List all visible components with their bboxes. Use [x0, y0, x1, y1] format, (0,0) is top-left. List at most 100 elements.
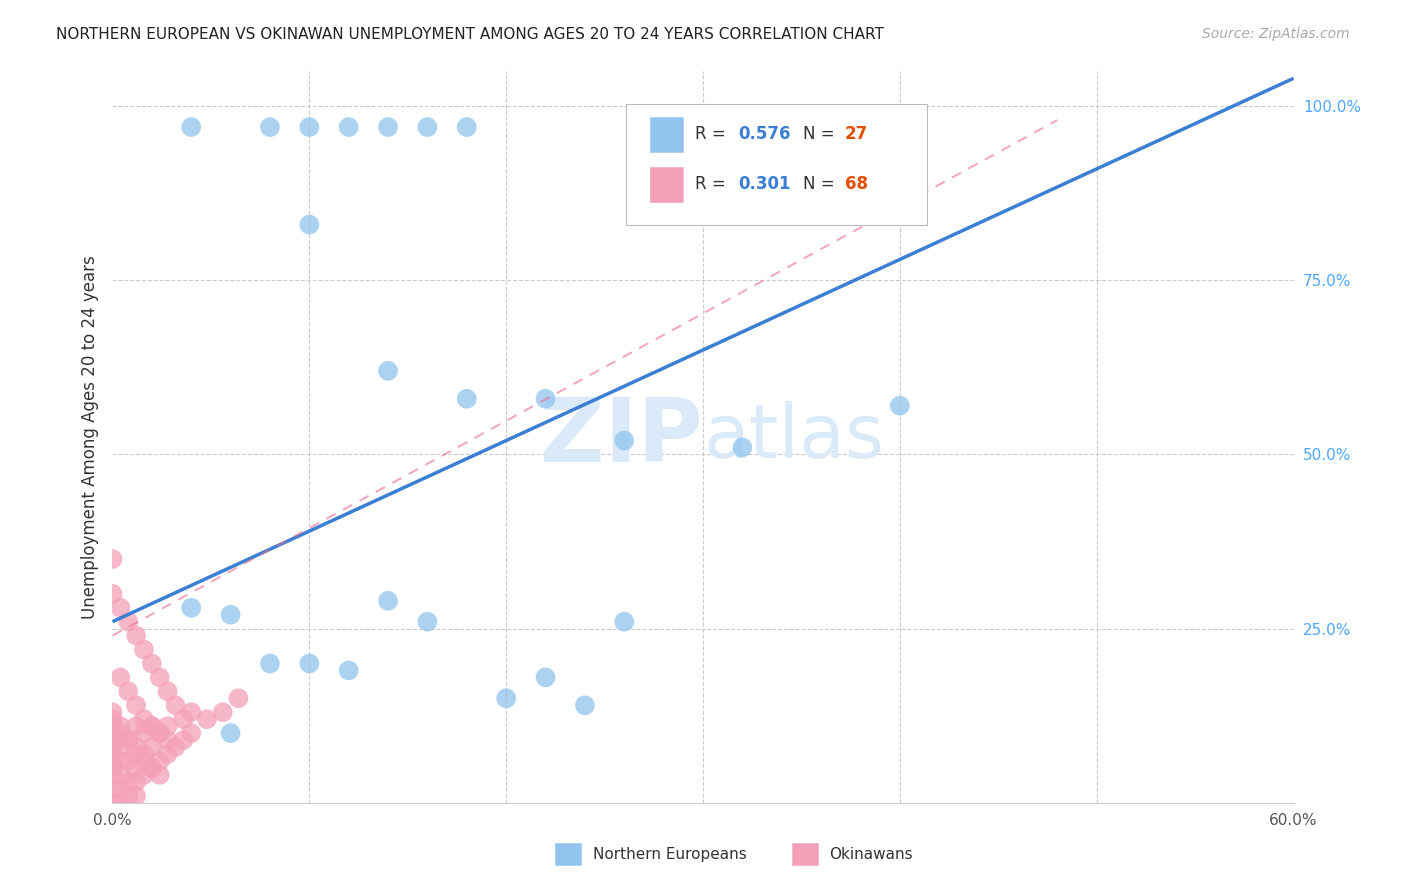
Point [228, 691, 250, 706]
Point [110, 600, 132, 615]
Point [132, 642, 155, 657]
Point [180, 120, 202, 134]
Point [731, 441, 754, 455]
Point [211, 705, 233, 719]
Text: 0.301: 0.301 [738, 175, 792, 194]
Point [141, 719, 163, 733]
Point [101, 587, 124, 601]
Point [117, 615, 139, 629]
Point [101, 705, 124, 719]
FancyBboxPatch shape [650, 167, 683, 202]
Text: atlas: atlas [703, 401, 884, 474]
Point [101, 719, 124, 733]
Point [298, 657, 321, 671]
Point [377, 594, 399, 608]
Point [613, 434, 636, 448]
Point [141, 761, 163, 775]
Point [141, 761, 163, 775]
Point [110, 768, 132, 782]
Text: NORTHERN EUROPEAN VS OKINAWAN UNEMPLOYMENT AMONG AGES 20 TO 24 YEARS CORRELATION: NORTHERN EUROPEAN VS OKINAWAN UNEMPLOYME… [56, 27, 884, 42]
Point [110, 754, 132, 768]
Point [180, 726, 202, 740]
Point [141, 740, 163, 755]
Text: 27: 27 [845, 126, 868, 144]
Point [180, 600, 202, 615]
Point [534, 670, 557, 684]
Point [219, 726, 242, 740]
Text: N =: N = [803, 175, 841, 194]
Point [574, 698, 596, 713]
Point [377, 364, 399, 378]
Point [101, 733, 124, 747]
Point [165, 740, 187, 755]
Point [613, 615, 636, 629]
Text: Source: ZipAtlas.com: Source: ZipAtlas.com [1202, 27, 1350, 41]
Point [132, 754, 155, 768]
Point [125, 775, 148, 789]
Text: Northern Europeans: Northern Europeans [593, 847, 747, 862]
FancyBboxPatch shape [792, 843, 817, 865]
Point [889, 399, 911, 413]
Point [149, 670, 172, 684]
Point [125, 761, 148, 775]
Point [337, 120, 360, 134]
Point [117, 733, 139, 747]
Point [534, 392, 557, 406]
Point [259, 657, 281, 671]
Point [416, 120, 439, 134]
Point [101, 740, 124, 755]
Point [117, 789, 139, 803]
Point [172, 733, 194, 747]
Point [298, 120, 321, 134]
Point [195, 712, 218, 726]
Point [101, 781, 124, 796]
Point [132, 726, 155, 740]
Point [117, 684, 139, 698]
Point [149, 726, 172, 740]
Text: 68: 68 [845, 175, 868, 194]
Point [172, 712, 194, 726]
Point [141, 719, 163, 733]
FancyBboxPatch shape [650, 117, 683, 152]
Point [117, 775, 139, 789]
Point [377, 120, 399, 134]
Text: 0.576: 0.576 [738, 126, 792, 144]
Point [141, 657, 163, 671]
Point [416, 615, 439, 629]
Point [125, 629, 148, 643]
Point [298, 218, 321, 232]
Point [456, 392, 478, 406]
Point [110, 796, 132, 810]
Point [259, 120, 281, 134]
Point [101, 754, 124, 768]
Point [149, 754, 172, 768]
Point [132, 747, 155, 761]
Text: N =: N = [803, 126, 841, 144]
Point [117, 733, 139, 747]
FancyBboxPatch shape [626, 104, 928, 225]
Point [132, 712, 155, 726]
Y-axis label: Unemployment Among Ages 20 to 24 years: Unemployment Among Ages 20 to 24 years [80, 255, 98, 619]
Point [125, 698, 148, 713]
Point [219, 607, 242, 622]
Point [101, 552, 124, 566]
Point [125, 719, 148, 733]
Point [110, 781, 132, 796]
Point [101, 761, 124, 775]
Point [149, 768, 172, 782]
Point [117, 754, 139, 768]
Point [165, 698, 187, 713]
Point [101, 768, 124, 782]
Point [101, 726, 124, 740]
FancyBboxPatch shape [555, 843, 581, 865]
Text: ZIP: ZIP [540, 393, 703, 481]
Point [149, 726, 172, 740]
Point [456, 120, 478, 134]
Text: R =: R = [695, 126, 731, 144]
Point [156, 733, 179, 747]
Point [110, 719, 132, 733]
Point [180, 705, 202, 719]
Point [101, 747, 124, 761]
Point [125, 789, 148, 803]
Point [110, 740, 132, 755]
